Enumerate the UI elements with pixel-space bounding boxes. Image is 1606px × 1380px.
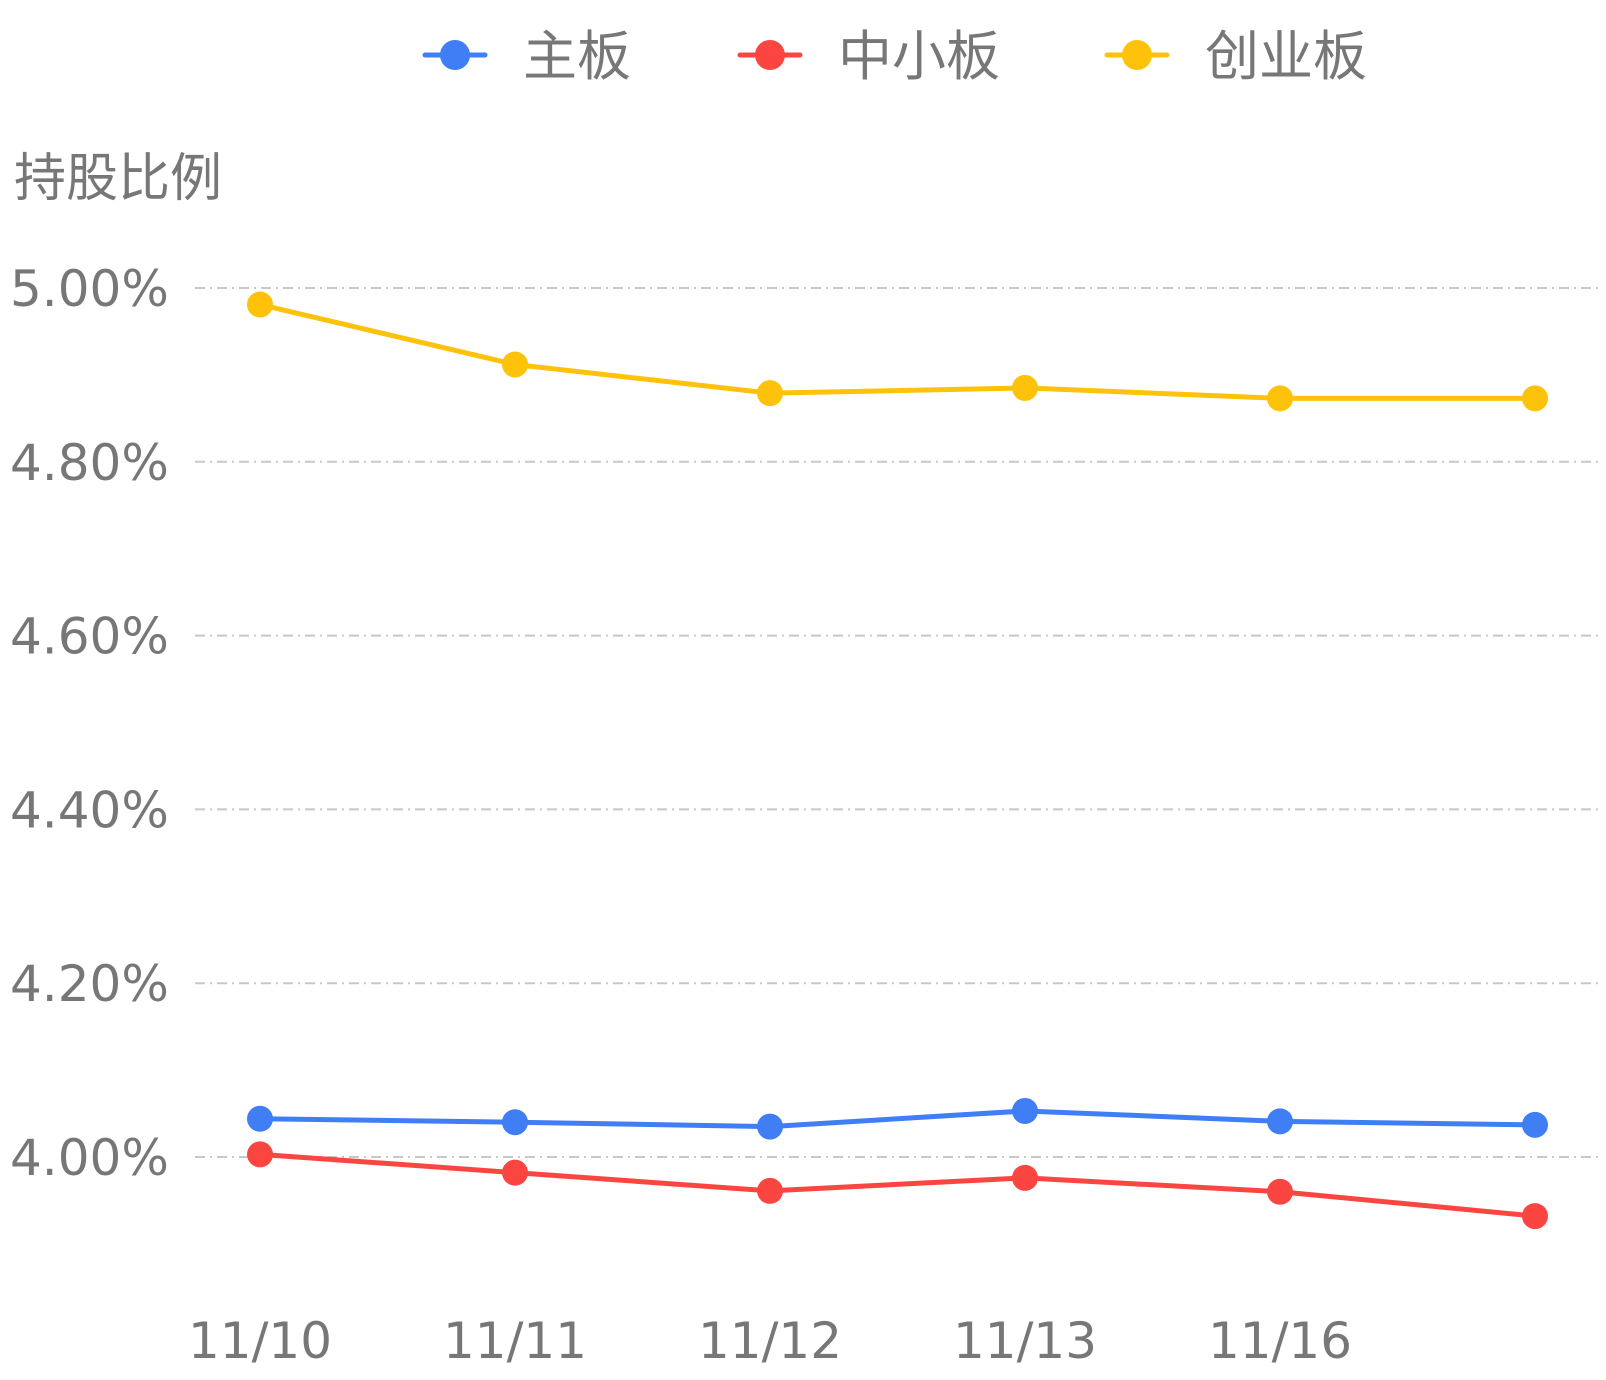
data-point xyxy=(1267,385,1293,412)
series-line-0 xyxy=(257,1108,1538,1130)
y-tick-label: 4.40% xyxy=(10,781,169,839)
y-tick-label: 4.60% xyxy=(10,608,169,666)
data-point xyxy=(1267,1108,1293,1135)
y-axis-title: 持股比例 xyxy=(14,149,222,209)
legend-marker xyxy=(440,40,470,70)
series-line-1 xyxy=(257,1151,1538,1219)
legend-marker xyxy=(755,40,785,70)
legend-item: 主板 xyxy=(422,25,631,88)
y-tick-label: 5.00% xyxy=(10,260,169,318)
data-point xyxy=(1522,1111,1548,1138)
data-point xyxy=(247,1105,273,1132)
data-point xyxy=(757,1177,783,1204)
data-point xyxy=(247,1141,273,1168)
data-point xyxy=(502,1109,528,1136)
legend-label: 主板 xyxy=(523,25,631,88)
data-point xyxy=(1522,385,1548,412)
data-point xyxy=(1012,1097,1038,1124)
x-axis-ticks: 11/10 11/11 11/12 11/13 11/16 xyxy=(188,1312,1352,1370)
legend-label: 中小板 xyxy=(838,25,1000,88)
data-point xyxy=(1267,1178,1293,1205)
data-point xyxy=(757,1113,783,1140)
y-tick-label: 4.80% xyxy=(10,434,169,492)
x-tick-label: 11/12 xyxy=(698,1312,842,1370)
x-tick-label: 11/11 xyxy=(443,1312,587,1370)
data-point xyxy=(1012,374,1038,401)
data-point xyxy=(1012,1164,1038,1191)
data-point xyxy=(502,1159,528,1186)
gridlines xyxy=(195,287,1600,1158)
y-axis-ticks: 4.00% 4.20% 4.40% 4.60% 4.80% 5.00% xyxy=(10,260,169,1187)
legend-item: 创业板 xyxy=(1104,25,1367,88)
x-tick-label: 11/10 xyxy=(188,1312,332,1370)
legend-label: 创业板 xyxy=(1205,25,1367,88)
x-tick-label: 11/16 xyxy=(1208,1312,1352,1370)
y-tick-label: 4.20% xyxy=(10,955,169,1013)
y-tick-label: 4.00% xyxy=(10,1129,169,1187)
series-group xyxy=(247,291,1548,1230)
data-point xyxy=(247,291,273,318)
data-point xyxy=(1522,1203,1548,1230)
data-point xyxy=(502,351,528,378)
data-point xyxy=(757,380,783,407)
x-tick-label: 11/13 xyxy=(953,1312,1097,1370)
legend-item: 中小板 xyxy=(737,25,1000,88)
legend: 主板 中小板 创业板 xyxy=(422,25,1367,88)
legend-marker xyxy=(1122,40,1152,70)
series-line-2 xyxy=(257,302,1538,401)
